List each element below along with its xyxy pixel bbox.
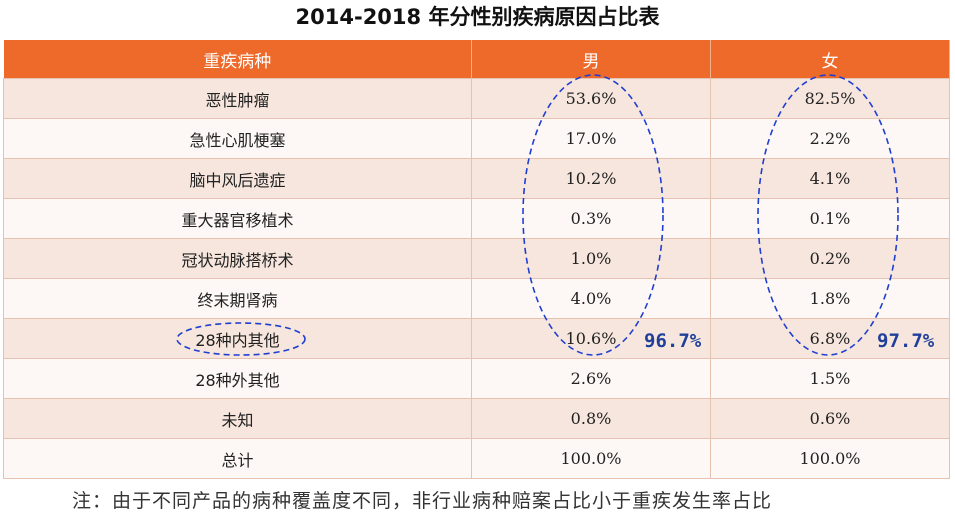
disease-name: 终末期肾病	[3, 278, 472, 319]
table-row: 恶性肿瘤 53.6% 82.5%	[3, 78, 950, 119]
table-row: 总计 100.0% 100.0%	[3, 438, 950, 479]
header-male: 男	[471, 40, 711, 79]
male-percent: 100.0%	[471, 438, 711, 479]
disease-name: 冠状动脉搭桥术	[3, 238, 472, 279]
male-percent: 4.0%	[471, 278, 711, 319]
disease-name: 脑中风后遗症	[3, 158, 472, 199]
disease-name: 28种内其他	[3, 318, 472, 359]
female-percent: 0.6%	[710, 398, 950, 439]
female-percent: 1.8%	[710, 278, 950, 319]
footnote: 注：由于不同产品的病种覆盖度不同，非行业病种赔案占比小于重疾发生率占比	[72, 490, 773, 512]
female-percent: 0.1%	[710, 198, 950, 239]
table-row: 28种外其他 2.6% 1.5%	[3, 358, 950, 399]
header-female: 女	[710, 40, 950, 79]
female-percent: 2.2%	[710, 118, 950, 159]
female-percent: 100.0%	[710, 438, 950, 479]
table-row: 终末期肾病 4.0% 1.8%	[3, 278, 950, 319]
female-percent: 4.1%	[710, 158, 950, 199]
disease-name: 28种外其他	[3, 358, 472, 399]
male-percent: 2.6%	[471, 358, 711, 399]
male-sum-label: 96.7%	[644, 330, 702, 352]
male-percent: 10.2%	[471, 158, 711, 199]
male-percent: 53.6%	[471, 78, 711, 119]
header-disease: 重疾病种	[3, 40, 472, 79]
table-row: 急性心肌梗塞 17.0% 2.2%	[3, 118, 950, 159]
male-percent: 17.0%	[471, 118, 711, 159]
table-row: 未知 0.8% 0.6%	[3, 398, 950, 439]
female-sum-label: 97.7%	[877, 330, 935, 352]
male-percent: 0.3%	[471, 198, 711, 239]
female-percent: 0.2%	[710, 238, 950, 279]
male-percent: 0.8%	[471, 398, 711, 439]
disease-name: 总计	[3, 438, 472, 479]
table-row: 重大器官移植术 0.3% 0.1%	[3, 198, 950, 239]
disease-name: 未知	[3, 398, 472, 439]
table-row: 脑中风后遗症 10.2% 4.1%	[3, 158, 950, 199]
male-percent: 1.0%	[471, 238, 711, 279]
female-percent: 82.5%	[710, 78, 950, 119]
table-title: 2014-2018 年分性别疾病原因占比表	[295, 5, 660, 29]
disease-name: 恶性肿瘤	[3, 78, 472, 119]
female-percent: 1.5%	[710, 358, 950, 399]
table-row: 冠状动脉搭桥术 1.0% 0.2%	[3, 238, 950, 279]
disease-name: 急性心肌梗塞	[3, 118, 472, 159]
disease-name: 重大器官移植术	[3, 198, 472, 239]
table-header-row: 重疾病种 男 女	[3, 40, 950, 79]
table-row: 28种内其他 10.6% 6.8%	[3, 318, 950, 359]
disease-ratio-table: 重疾病种 男 女 恶性肿瘤 53.6% 82.5% 急性心肌梗塞 17.0% 2…	[3, 40, 950, 479]
